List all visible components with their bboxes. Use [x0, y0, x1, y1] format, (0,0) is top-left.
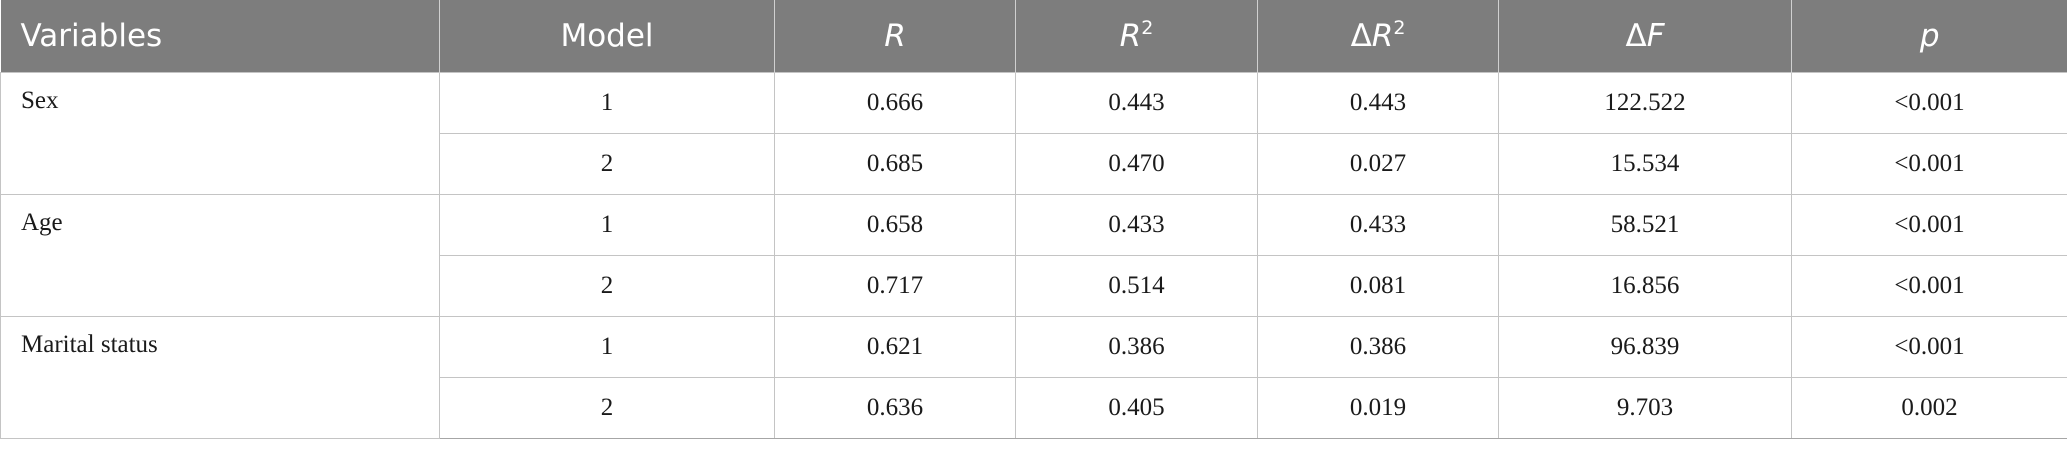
- r-squared-cell: 0.443: [1015, 71, 1258, 134]
- delta-r-squared-cell: 0.443: [1257, 71, 1499, 134]
- header-r-squared: R2: [1015, 0, 1258, 72]
- r-cell: 0.666: [774, 71, 1016, 134]
- model-cell: 2: [439, 376, 775, 439]
- table-header: Variables Model R R2 ΔR2 ΔF p: [0, 0, 2067, 72]
- model-cell: 2: [439, 254, 775, 317]
- delta-r-squared-cell: 0.027: [1257, 132, 1499, 195]
- model-cell: 1: [439, 315, 775, 378]
- variable-cell: Age: [0, 193, 440, 317]
- r-squared-cell: 0.386: [1015, 315, 1258, 378]
- header-delta-r-squared-base: R: [1371, 17, 1394, 54]
- p-value-cell: <0.001: [1791, 193, 2067, 256]
- r-cell: 0.621: [774, 315, 1016, 378]
- variable-cell: Marital status: [0, 315, 440, 439]
- model-cell: 1: [439, 193, 775, 256]
- table-row: Marital status 1 0.621 0.386 0.386 96.83…: [0, 315, 2067, 439]
- r-cell: 0.636: [774, 376, 1016, 439]
- header-model: Model: [439, 0, 775, 72]
- delta-r-squared-cell: 0.081: [1257, 254, 1499, 317]
- delta-f-cell: 58.521: [1498, 193, 1792, 256]
- p-value-cell: <0.001: [1791, 315, 2067, 378]
- delta-r-squared-cell: 0.433: [1257, 193, 1499, 256]
- variable-cell: Sex: [0, 71, 440, 195]
- header-row: Variables Model R R2 ΔR2 ΔF p: [0, 0, 2067, 72]
- delta-f-cell: 122.522: [1498, 71, 1792, 134]
- p-value-cell: 0.002: [1791, 376, 2067, 439]
- header-model-label: Model: [560, 17, 654, 54]
- table-row: 2 0.685 0.470 0.027 15.534 <0.001: [1, 132, 2067, 195]
- p-value-cell: <0.001: [1791, 254, 2067, 317]
- delta-f-cell: 96.839: [1498, 315, 1792, 378]
- header-delta-f-base: F: [1646, 17, 1665, 54]
- r-squared-cell: 0.470: [1015, 132, 1258, 195]
- header-delta-r-squared-delta: Δ: [1350, 17, 1372, 54]
- p-value-cell: <0.001: [1791, 132, 2067, 195]
- delta-f-cell: 16.856: [1498, 254, 1792, 317]
- r-cell: 0.717: [774, 254, 1016, 317]
- header-delta-r-squared-sup: 2: [1393, 16, 1406, 39]
- table-row: 2 0.717 0.514 0.081 16.856 <0.001: [1, 254, 2067, 317]
- delta-f-cell: 9.703: [1498, 376, 1792, 439]
- r-squared-cell: 0.514: [1015, 254, 1258, 317]
- delta-r-squared-cell: 0.386: [1257, 315, 1499, 378]
- regression-table: Variables Model R R2 ΔR2 ΔF p Sex 1 0.66…: [0, 0, 2067, 439]
- header-delta-f: ΔF: [1498, 0, 1792, 72]
- header-r-squared-base: R: [1119, 17, 1142, 54]
- table-row: Age 1 0.658 0.433 0.433 58.521 <0.001: [0, 193, 2067, 317]
- header-variables-label: Variables: [20, 17, 163, 54]
- model-cell: 1: [439, 71, 775, 134]
- r-squared-cell: 0.433: [1015, 193, 1258, 256]
- model-cell: 2: [439, 132, 775, 195]
- p-value-cell: <0.001: [1791, 71, 2067, 134]
- header-p: p: [1791, 0, 2067, 72]
- header-p-label: p: [1919, 17, 1940, 54]
- table-body: Sex 1 0.666 0.443 0.443 122.522 <0.001 2…: [0, 71, 2067, 439]
- header-r-squared-sup: 2: [1141, 16, 1154, 39]
- r-cell: 0.685: [774, 132, 1016, 195]
- table-row: Sex 1 0.666 0.443 0.443 122.522 <0.001: [0, 71, 2067, 195]
- r-squared-cell: 0.405: [1015, 376, 1258, 439]
- table-row: 2 0.636 0.405 0.019 9.703 0.002: [1, 376, 2067, 439]
- delta-r-squared-cell: 0.019: [1257, 376, 1499, 439]
- r-cell: 0.658: [774, 193, 1016, 256]
- header-delta-r-squared: ΔR2: [1257, 0, 1499, 72]
- header-delta-f-delta: Δ: [1625, 17, 1647, 54]
- delta-f-cell: 15.534: [1498, 132, 1792, 195]
- header-variables: Variables: [1, 0, 440, 72]
- header-r: R: [774, 0, 1016, 72]
- header-r-label: R: [884, 17, 906, 54]
